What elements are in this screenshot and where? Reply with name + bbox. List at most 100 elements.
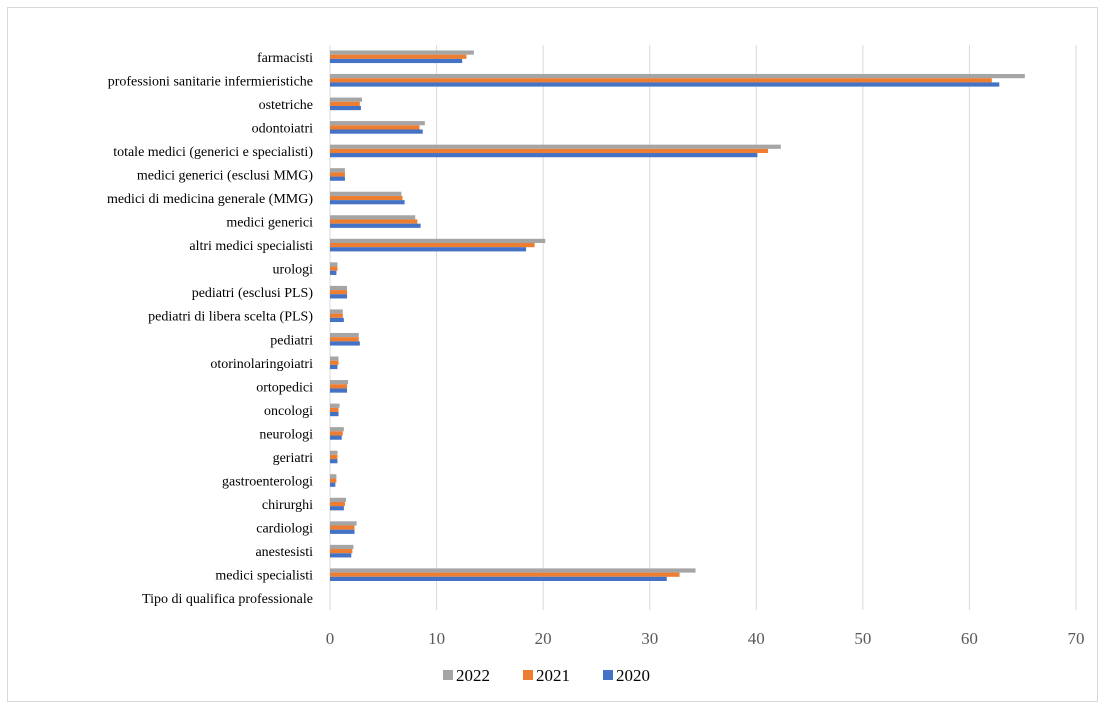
bar-2020 [330, 482, 336, 487]
category-label: anestesisti [255, 545, 313, 560]
bar-2020 [330, 176, 345, 181]
legend-swatch-2021 [523, 670, 533, 680]
bar-2021 [330, 266, 338, 271]
bar-2021 [330, 101, 360, 106]
x-tick-label: 30 [641, 629, 658, 648]
bar-2022 [330, 285, 348, 291]
category-label: medici specialisti [215, 569, 313, 584]
category-label: ortopedici [256, 380, 313, 395]
category-label: chirurghi [262, 498, 313, 513]
grid-lines [329, 45, 1077, 610]
bar-2022 [330, 450, 338, 455]
x-tick-labels: 0 10 20 30 40 50 60 70 [326, 629, 1085, 648]
category-label: oncologi [264, 404, 313, 419]
bar-2021 [330, 313, 343, 318]
x-tick-label: 70 [1068, 629, 1085, 648]
bar-2022 [330, 474, 337, 479]
category-label: cardiologi [256, 522, 313, 537]
bar-2022 [330, 50, 474, 55]
bar-2022 [330, 309, 343, 314]
chart-frame: farmacisti professioni sanitarie infermie… [7, 7, 1098, 702]
bar-2021 [330, 501, 345, 507]
bar-chart: farmacisti professioni sanitarie infermie… [107, 45, 1085, 685]
bar-2020 [330, 459, 338, 464]
category-label: pediatri di libera scelta (PLS) [148, 310, 313, 325]
category-label: pediatri (esclusi PLS) [192, 286, 314, 301]
bar-2021 [330, 549, 353, 554]
legend-label-2021: 2021 [536, 666, 570, 685]
category-label: medici generici [226, 216, 313, 231]
bar-2021 [330, 525, 355, 530]
bar-2020 [330, 153, 758, 158]
x-tick-label: 50 [854, 629, 871, 648]
category-label: altri medici specialisti [189, 239, 313, 254]
bar-2020 [330, 341, 360, 346]
bar-2022 [330, 97, 362, 102]
bar-2020 [330, 294, 348, 299]
bar-2022 [330, 215, 416, 220]
bar-2021 [330, 454, 338, 460]
bar-2020 [330, 247, 527, 252]
legend-label-2022: 2022 [456, 666, 490, 685]
category-label: urologi [273, 263, 314, 278]
bar-2020 [330, 200, 405, 205]
bar-2021 [330, 407, 339, 412]
bar-2021 [330, 360, 339, 365]
x-tick-label: 40 [748, 629, 765, 648]
bar-2021 [330, 572, 680, 577]
bar-2022 [330, 403, 340, 408]
bar-2021 [330, 337, 359, 342]
bar-2022 [330, 497, 346, 502]
bar-2021 [330, 54, 467, 59]
bar-2022 [330, 144, 781, 149]
bar-2022 [330, 121, 425, 126]
bar-2020 [330, 58, 463, 64]
x-tick-label: 20 [535, 629, 552, 648]
bar-2022 [330, 238, 546, 244]
bar-2020 [330, 576, 667, 581]
legend-swatch-2022 [443, 670, 453, 680]
bar-2021 [330, 172, 345, 177]
legend-swatch-2020 [603, 670, 613, 680]
category-label: ostetriche [259, 98, 313, 113]
bar-2021 [330, 243, 535, 248]
bar-2021 [330, 290, 348, 295]
bar-2022 [330, 380, 349, 385]
category-label: medici di medicina generale (MMG) [107, 192, 313, 207]
bar-2020 [330, 270, 337, 275]
bar-2020 [330, 364, 338, 370]
category-labels: farmacisti professioni sanitarie infermie… [107, 51, 313, 607]
bar-2022 [330, 544, 354, 550]
bar-2021 [330, 78, 992, 83]
bar-2022 [330, 427, 344, 432]
bar-2022 [330, 568, 696, 573]
x-tick-label: 60 [961, 629, 978, 648]
category-label: gastroenterologi [222, 475, 313, 490]
bar-2021 [330, 148, 769, 154]
bar-2022 [330, 168, 345, 173]
bar-2020 [330, 223, 421, 228]
bar-2020 [330, 411, 339, 417]
category-label: neurologi [259, 427, 313, 442]
bar-2021 [330, 219, 418, 224]
category-label: geriatri [273, 451, 314, 466]
bar-2022 [330, 74, 1025, 79]
bar-2020 [330, 82, 1000, 87]
category-label: professioni sanitarie infermieristiche [108, 74, 313, 89]
category-label: Tipo di qualifica professionale [142, 592, 313, 607]
category-label: pediatri [270, 333, 313, 348]
category-label: totale medici (generici e specialisti) [113, 145, 313, 160]
bar-2021 [330, 195, 403, 201]
x-tick-label: 10 [428, 629, 445, 648]
bar-2022 [330, 262, 338, 267]
bar-2020 [330, 388, 348, 393]
legend-label-2020: 2020 [616, 666, 650, 685]
bar-2020 [330, 435, 342, 440]
bar-2022 [330, 521, 357, 526]
bar-2020 [330, 506, 344, 511]
bar-2021 [330, 125, 420, 130]
bar-2022 [330, 356, 339, 361]
bar-2022 [330, 332, 359, 338]
bar-2020 [330, 317, 344, 323]
bar-2021 [330, 478, 337, 483]
